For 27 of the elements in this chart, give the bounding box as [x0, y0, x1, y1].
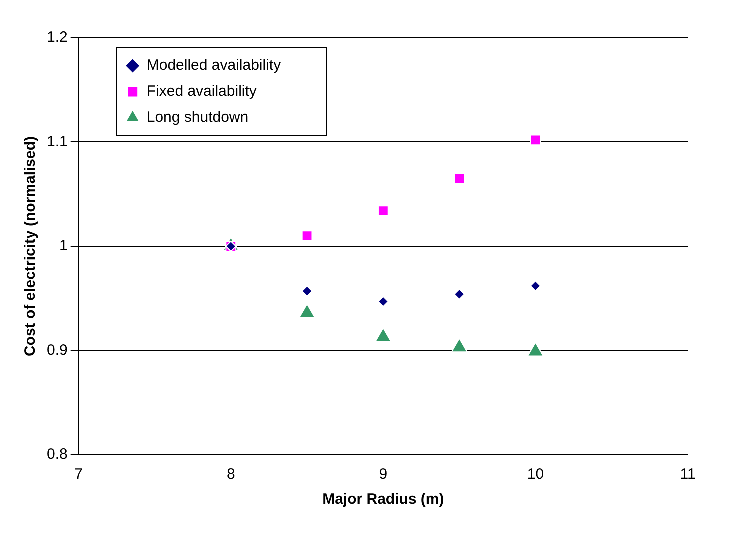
point [454, 288, 466, 300]
x-axis-title: Major Radius (m) [322, 491, 444, 508]
y-tick-label: 1.1 [46, 133, 68, 150]
x-tick-label: 10 [527, 466, 544, 484]
point [454, 173, 466, 184]
y-axis-title: Cost of electricity (normalised) [22, 136, 40, 357]
point [302, 230, 313, 242]
x-tick-label: 7 [74, 466, 84, 484]
y-tick-label: 1.2 [46, 29, 68, 46]
x-tick-label: 9 [379, 466, 388, 484]
x-tick-label: 8 [226, 466, 236, 484]
point [375, 328, 392, 342]
point [378, 296, 389, 308]
legend-label: Modelled availability [146, 57, 282, 74]
legend-label: Long shutdown [146, 109, 249, 126]
point [302, 286, 313, 297]
point [451, 338, 468, 353]
point [298, 304, 316, 318]
legend-label: Fixed availability [146, 83, 258, 100]
point [378, 206, 389, 217]
point [527, 342, 544, 357]
point [530, 280, 542, 292]
y-tick-label: 1 [60, 238, 68, 255]
y-tick-label: 0.9 [46, 342, 68, 359]
y-tick-label: 0.8 [46, 446, 68, 464]
point [530, 134, 542, 146]
x-tick-label: 11 [680, 466, 696, 484]
